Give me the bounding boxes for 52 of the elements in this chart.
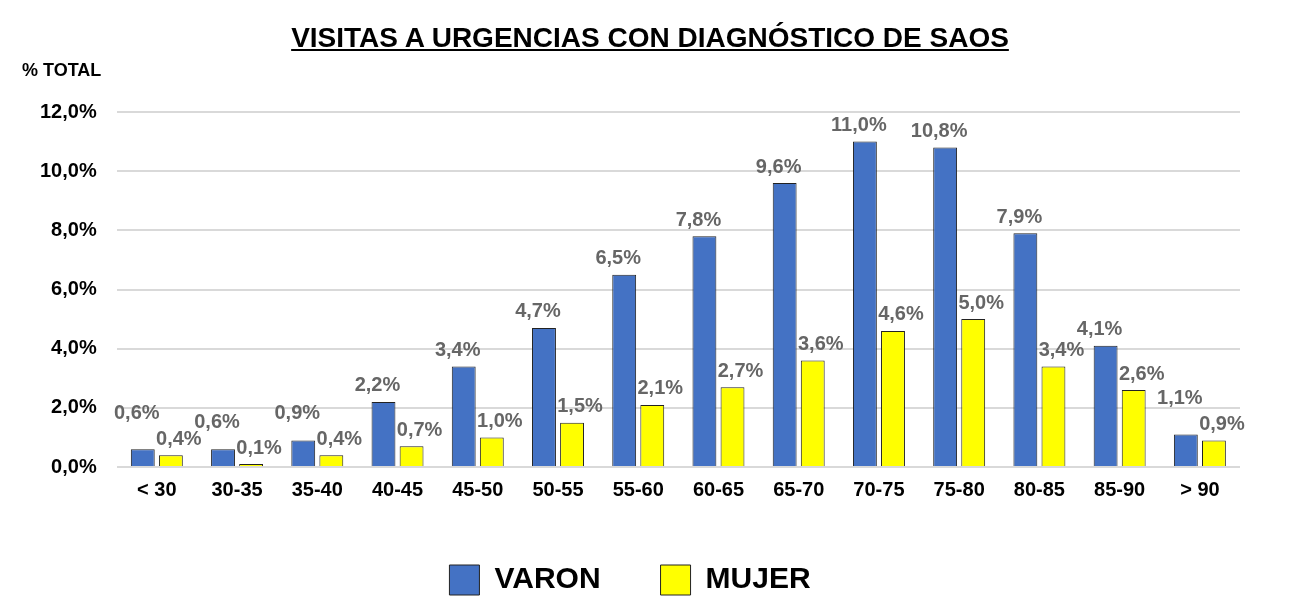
x-tick-label: 35-40 — [291, 477, 343, 500]
data-label: 5,0% — [958, 290, 1005, 313]
x-tick-label: < 30 — [137, 477, 177, 500]
data-label: 2,1% — [637, 376, 684, 399]
data-label: 3,4% — [1038, 337, 1085, 360]
data-label: 9,6% — [755, 154, 802, 177]
x-tick-label: 65-70 — [773, 477, 825, 500]
legend-label: VARON — [494, 561, 601, 595]
chart-title: VISITAS A URGENCIAS CON DIAGNÓSTICO DE SAOS — [291, 22, 1009, 53]
y-tick-label: 8,0% — [51, 217, 97, 240]
x-tick-label: 30-35 — [211, 477, 263, 500]
data-label: 1,0% — [477, 408, 523, 431]
data-label: 2,2% — [354, 373, 401, 396]
y-tick-label: 12,0% — [39, 99, 97, 122]
y-tick-label: 6,0% — [51, 277, 97, 300]
x-tick-label: 40-45 — [371, 477, 424, 500]
data-label: 0,9% — [274, 400, 321, 423]
legend-label: MUJER — [705, 561, 811, 595]
data-label: 2,6% — [1118, 361, 1165, 384]
x-tick-label: 60-65 — [692, 477, 745, 500]
data-label: 0,6% — [194, 409, 241, 432]
data-label: 4,1% — [1076, 317, 1123, 340]
data-label: 1,5% — [557, 394, 604, 417]
x-tick-label: 70-75 — [853, 477, 905, 500]
y-tick-label: 4,0% — [51, 336, 97, 359]
y-axis-title: % TOTAL — [22, 60, 102, 81]
data-label: 10,8% — [910, 119, 968, 142]
data-label: 7,8% — [675, 207, 722, 230]
data-label: 0,1% — [236, 435, 283, 458]
data-label: 0,9% — [1199, 411, 1245, 434]
data-label: 11,0% — [831, 113, 887, 136]
data-label: 2,7% — [717, 358, 764, 381]
data-label: 3,6% — [797, 332, 844, 355]
data-label: 0,7% — [396, 417, 443, 440]
data-label: 0,6% — [113, 400, 160, 423]
data-label: 6,5% — [595, 246, 642, 269]
x-tick-label: > 90 — [1180, 477, 1220, 500]
x-tick-label: 80-85 — [1013, 477, 1065, 500]
data-label: 3,4% — [434, 337, 481, 360]
x-tick-label: 50-55 — [532, 477, 584, 500]
y-tick-label: 10,0% — [39, 158, 97, 181]
data-label: 1,1% — [1157, 385, 1203, 408]
y-tick-label: 0,0% — [51, 454, 97, 477]
x-tick-label: 55-60 — [612, 477, 664, 500]
x-tick-label: 85-90 — [1094, 477, 1146, 500]
x-tick-label: 75-80 — [933, 477, 985, 500]
data-label: 7,9% — [996, 204, 1043, 227]
data-label: 4,6% — [878, 302, 924, 325]
x-tick-label: 45-50 — [452, 477, 504, 500]
y-tick-label: 2,0% — [51, 395, 97, 418]
data-label: 0,4% — [316, 426, 363, 449]
data-label: 4,7% — [515, 299, 561, 322]
